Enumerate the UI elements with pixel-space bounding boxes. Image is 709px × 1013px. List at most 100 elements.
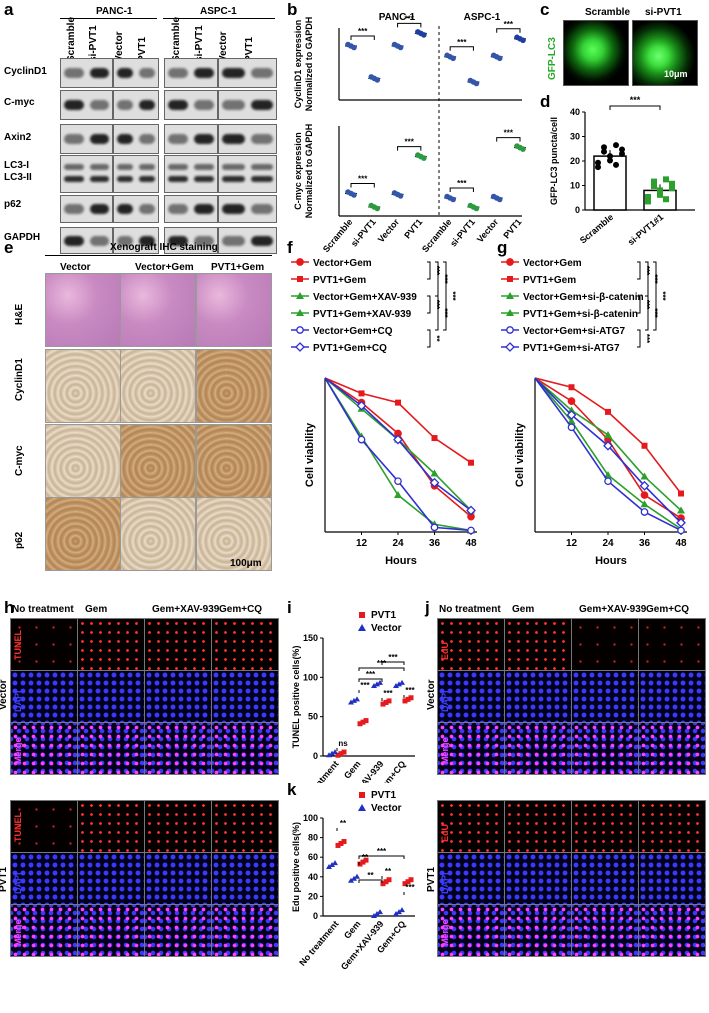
panel-label-c: c	[540, 0, 550, 19]
gfp-image-sipvt1	[632, 20, 698, 86]
data-point-vector	[371, 682, 377, 688]
c-gfp-label: GFP-LC3	[547, 37, 558, 80]
sig-label: **	[367, 871, 374, 880]
b-data-point	[450, 55, 456, 62]
y-tick-label: 100	[303, 813, 318, 823]
e-title: Xenograft IHC staining	[110, 242, 218, 253]
c-sipvt1-label: si-PVT1	[645, 7, 682, 18]
j-image	[638, 800, 706, 853]
j-image	[638, 904, 706, 957]
western-blot-box	[60, 195, 113, 223]
d-data-point	[651, 182, 657, 189]
data-point-vector	[371, 913, 377, 918]
data-marker	[297, 276, 303, 282]
protein-band	[64, 100, 84, 110]
b-sig-label: ***	[457, 179, 467, 188]
data-point-vector	[393, 911, 399, 917]
protein-band	[139, 204, 155, 214]
western-blot-box	[218, 155, 277, 193]
b-sig-bracket	[496, 137, 521, 142]
western-blot-box	[164, 155, 218, 193]
b-data-point	[351, 192, 357, 198]
d-data-point	[607, 153, 613, 160]
d-xtick-label: Scramble	[578, 212, 615, 246]
panel-label-i: i	[287, 598, 292, 617]
data-marker	[567, 397, 576, 405]
protein-band	[168, 204, 188, 214]
protein-band	[194, 164, 214, 170]
d-chart: 0 10 20 30 40 GFP-LC3 puncta/cell Scramble si-P…	[549, 95, 695, 247]
protein-band	[194, 176, 214, 182]
h-image	[10, 618, 78, 671]
b-data-point	[473, 80, 480, 87]
data-marker	[467, 526, 475, 535]
d-data-point	[601, 144, 607, 151]
ihc-image	[196, 424, 272, 498]
ihc-image	[196, 273, 272, 347]
sig-bracket	[427, 295, 431, 314]
panel-label-a: a	[4, 0, 14, 19]
h-image	[144, 852, 212, 905]
b-sig-label: ***	[457, 38, 467, 47]
data-point-vector	[348, 699, 354, 705]
data-marker	[506, 309, 514, 316]
d-ytick-label: 30	[570, 132, 580, 142]
protein-band	[194, 68, 214, 78]
ihc-row-label: H&E	[14, 303, 25, 325]
b-sig-label: ***	[405, 14, 415, 23]
data-point-pvt1	[335, 842, 341, 848]
protein-band	[117, 68, 133, 78]
data-point-pvt1	[386, 877, 392, 883]
data-marker	[296, 258, 304, 266]
sig-bracket	[637, 329, 641, 348]
western-blot-box	[113, 90, 159, 120]
sig-label: ***	[642, 334, 651, 344]
data-marker	[605, 408, 611, 415]
b-sig-label: ***	[405, 138, 415, 147]
d-ylabel: GFP-LC3 puncta/cell	[549, 117, 559, 205]
data-point-vector	[348, 877, 354, 883]
protein-band	[222, 68, 245, 78]
protein-band	[222, 100, 245, 110]
x-tick-label: 36	[639, 538, 651, 549]
data-point-pvt1	[380, 701, 386, 707]
d-data-point	[595, 164, 601, 171]
j-col-label: Gem+CQ	[646, 604, 690, 615]
h-channel-label: DAPI	[13, 872, 23, 894]
blot-lane-label: Scramble	[66, 16, 77, 62]
sig-bracket	[443, 261, 447, 331]
legend-label: PVT1+Gem	[313, 275, 366, 286]
protein-band	[139, 235, 155, 246]
y-tick-label: 20	[308, 891, 318, 901]
western-blot-box	[218, 124, 277, 154]
b-sig-bracket	[397, 22, 422, 28]
j-image	[571, 618, 639, 671]
protein-band	[89, 176, 109, 182]
data-point-vector	[332, 860, 338, 866]
western-blot-box	[218, 195, 277, 223]
protein-band	[222, 176, 245, 182]
data-marker	[394, 491, 402, 499]
protein-band	[194, 134, 214, 144]
protein-band	[64, 176, 84, 182]
data-point-pvt1	[357, 721, 363, 727]
blot-row-label: p62	[4, 199, 22, 210]
sig-bracket	[653, 261, 657, 331]
b-sig-label: ***	[504, 129, 514, 138]
j-image	[638, 722, 706, 775]
western-blot-box	[60, 124, 113, 154]
b-ylabel-cyclind1: Normalized to GAPDH	[304, 17, 314, 112]
b-sig-bracket	[350, 183, 375, 188]
gfp-image-scramble	[563, 20, 629, 86]
b-data-point	[351, 44, 357, 51]
d-ytick-label: 20	[570, 156, 580, 166]
western-blot-box	[60, 90, 113, 120]
j-image	[504, 800, 572, 853]
protein-band	[89, 235, 109, 246]
b-data-point	[473, 205, 480, 212]
j-image	[437, 904, 505, 957]
b-xtick-label: Scramble	[420, 217, 454, 254]
h-channel-label: Merge	[13, 737, 23, 764]
